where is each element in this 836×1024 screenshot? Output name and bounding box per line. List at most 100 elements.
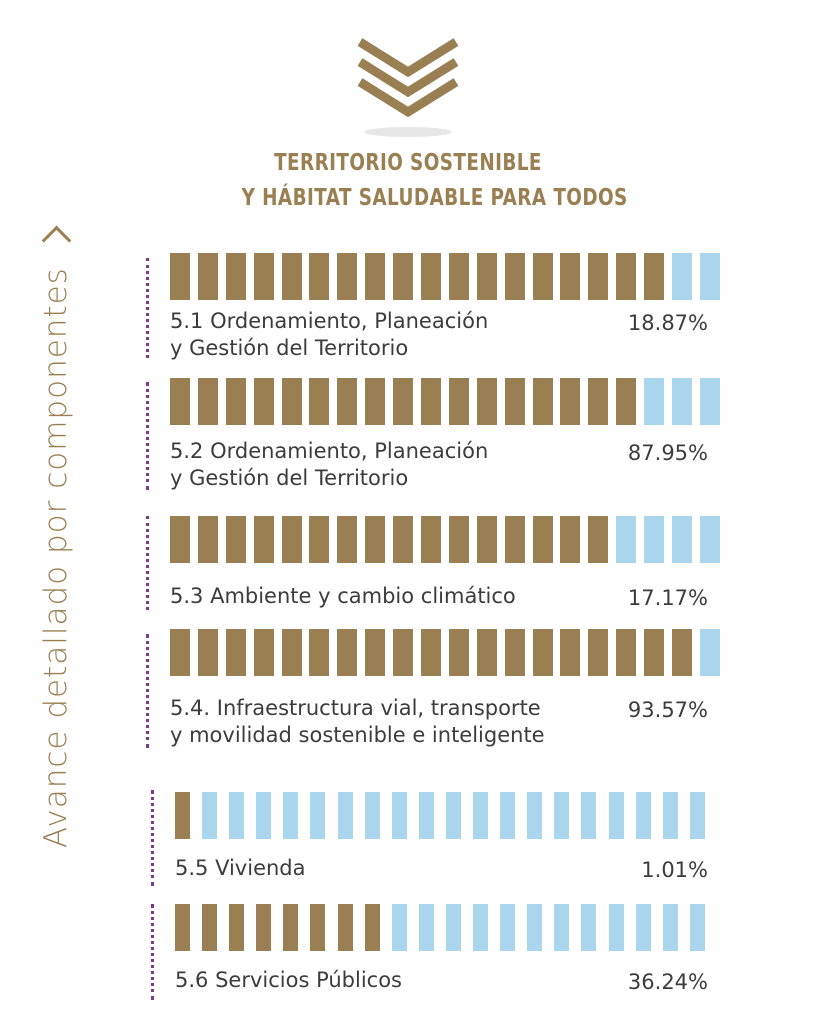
- progress-bar: [170, 253, 720, 300]
- progress-segment-remaining: [699, 253, 720, 300]
- progress-segment-remaining: [445, 792, 461, 839]
- component-label: 5.3 Ambiente y cambio climático: [170, 584, 516, 608]
- progress-segment-remaining: [699, 378, 720, 425]
- progress-segment-remaining: [500, 792, 516, 839]
- progress-segment-filled: [170, 516, 190, 563]
- progress-segment-filled: [421, 253, 442, 300]
- progress-segment-filled: [476, 378, 497, 425]
- progress-segment-filled: [365, 516, 386, 563]
- progress-segment-filled: [448, 253, 469, 300]
- progress-segment-filled: [476, 253, 497, 300]
- progress-bar: [170, 516, 720, 563]
- progress-segment-filled: [310, 904, 326, 951]
- progress-segment-filled: [421, 378, 442, 425]
- progress-segment-filled: [504, 516, 525, 563]
- progress-segment-remaining: [616, 516, 637, 563]
- chevron-right-icon: [41, 225, 71, 256]
- progress-segment-remaining: [554, 792, 570, 839]
- progress-segment-filled: [281, 516, 302, 563]
- progress-segment-filled: [476, 629, 497, 676]
- progress-segment-filled: [253, 253, 274, 300]
- progress-segment-filled: [532, 378, 553, 425]
- progress-bar: [175, 904, 705, 951]
- progress-segment-filled: [197, 629, 218, 676]
- progress-segment-filled: [229, 904, 245, 951]
- progress-segment-filled: [421, 629, 442, 676]
- progress-segment-filled: [364, 904, 380, 951]
- progress-segment-filled: [175, 904, 190, 951]
- component-label: 5.5 Vivienda: [175, 856, 306, 880]
- progress-segment-filled: [197, 253, 218, 300]
- progress-segment-filled: [588, 629, 609, 676]
- progress-segment-filled: [504, 378, 525, 425]
- progress-segment-remaining: [672, 253, 693, 300]
- progress-segment-filled: [337, 378, 358, 425]
- progress-segment-filled: [421, 516, 442, 563]
- dotted-divider: [146, 634, 153, 748]
- progress-segment-remaining: [689, 904, 705, 951]
- progress-segment-remaining: [662, 792, 678, 839]
- progress-segment-remaining: [418, 792, 434, 839]
- progress-segment-filled: [504, 629, 525, 676]
- progress-bar: [175, 792, 705, 839]
- triple-chevron-down-icon: [357, 38, 459, 137]
- progress-segment-remaining: [672, 378, 693, 425]
- progress-segment-remaining: [364, 792, 380, 839]
- progress-segment-filled: [365, 629, 386, 676]
- progress-segment-remaining: [581, 792, 597, 839]
- progress-bar: [170, 378, 720, 425]
- progress-segment-filled: [672, 629, 693, 676]
- component-label: 5.1 Ordenamiento, Planeación y Gestión d…: [170, 309, 489, 360]
- progress-segment-filled: [225, 253, 246, 300]
- progress-segment-remaining: [418, 904, 434, 951]
- progress-segment-filled: [393, 629, 414, 676]
- title-line-2: Y HÁBITAT SALUDABLE PARA TODOS: [241, 185, 628, 211]
- value-label: 18.87%: [627, 311, 708, 335]
- progress-segment-remaining: [256, 792, 272, 839]
- progress-segment-filled: [225, 378, 246, 425]
- progress-segment-remaining: [445, 904, 461, 951]
- progress-segment-filled: [170, 253, 190, 300]
- progress-segment-filled: [644, 253, 665, 300]
- component-label: 5.4. Infraestructura vial, transporte y …: [170, 696, 545, 747]
- progress-segment-filled: [337, 904, 353, 951]
- progress-segment-remaining: [608, 904, 624, 951]
- progress-segment-remaining: [581, 904, 597, 951]
- progress-segment-filled: [616, 378, 637, 425]
- progress-segment-filled: [448, 378, 469, 425]
- progress-segment-remaining: [527, 792, 543, 839]
- progress-segment-filled: [253, 378, 274, 425]
- progress-segment-remaining: [635, 792, 651, 839]
- progress-segment-remaining: [391, 904, 407, 951]
- progress-segment-filled: [337, 516, 358, 563]
- progress-segment-remaining: [310, 792, 326, 839]
- progress-segment-filled: [309, 378, 330, 425]
- progress-segment-filled: [283, 904, 299, 951]
- progress-segment-remaining: [608, 792, 624, 839]
- progress-segment-filled: [532, 253, 553, 300]
- value-label: 36.24%: [627, 970, 708, 994]
- progress-segment-filled: [253, 629, 274, 676]
- progress-segment-filled: [560, 629, 581, 676]
- progress-segment-filled: [560, 253, 581, 300]
- page-title: TERRITORIO SOSTENIBLE Y HÁBITAT SALUDABL…: [241, 146, 628, 216]
- side-label-text: Avance detallado por componentes: [38, 267, 74, 848]
- progress-segment-filled: [175, 792, 190, 839]
- progress-segment-remaining: [473, 904, 489, 951]
- value-label: 17.17%: [627, 586, 708, 610]
- progress-segment-remaining: [644, 378, 665, 425]
- dotted-divider: [146, 382, 153, 490]
- progress-segment-remaining: [644, 516, 665, 563]
- progress-segment-filled: [448, 629, 469, 676]
- progress-segment-remaining: [283, 792, 299, 839]
- progress-segment-remaining: [527, 904, 543, 951]
- progress-segment-remaining: [337, 792, 353, 839]
- progress-segment-filled: [393, 516, 414, 563]
- progress-segment-filled: [644, 629, 665, 676]
- progress-segment-filled: [309, 253, 330, 300]
- component-label: 5.6 Servicios Públicos: [175, 968, 403, 992]
- dotted-divider: [151, 790, 158, 886]
- progress-segment-filled: [281, 378, 302, 425]
- dotted-divider: [151, 904, 158, 1000]
- progress-segment-remaining: [202, 792, 218, 839]
